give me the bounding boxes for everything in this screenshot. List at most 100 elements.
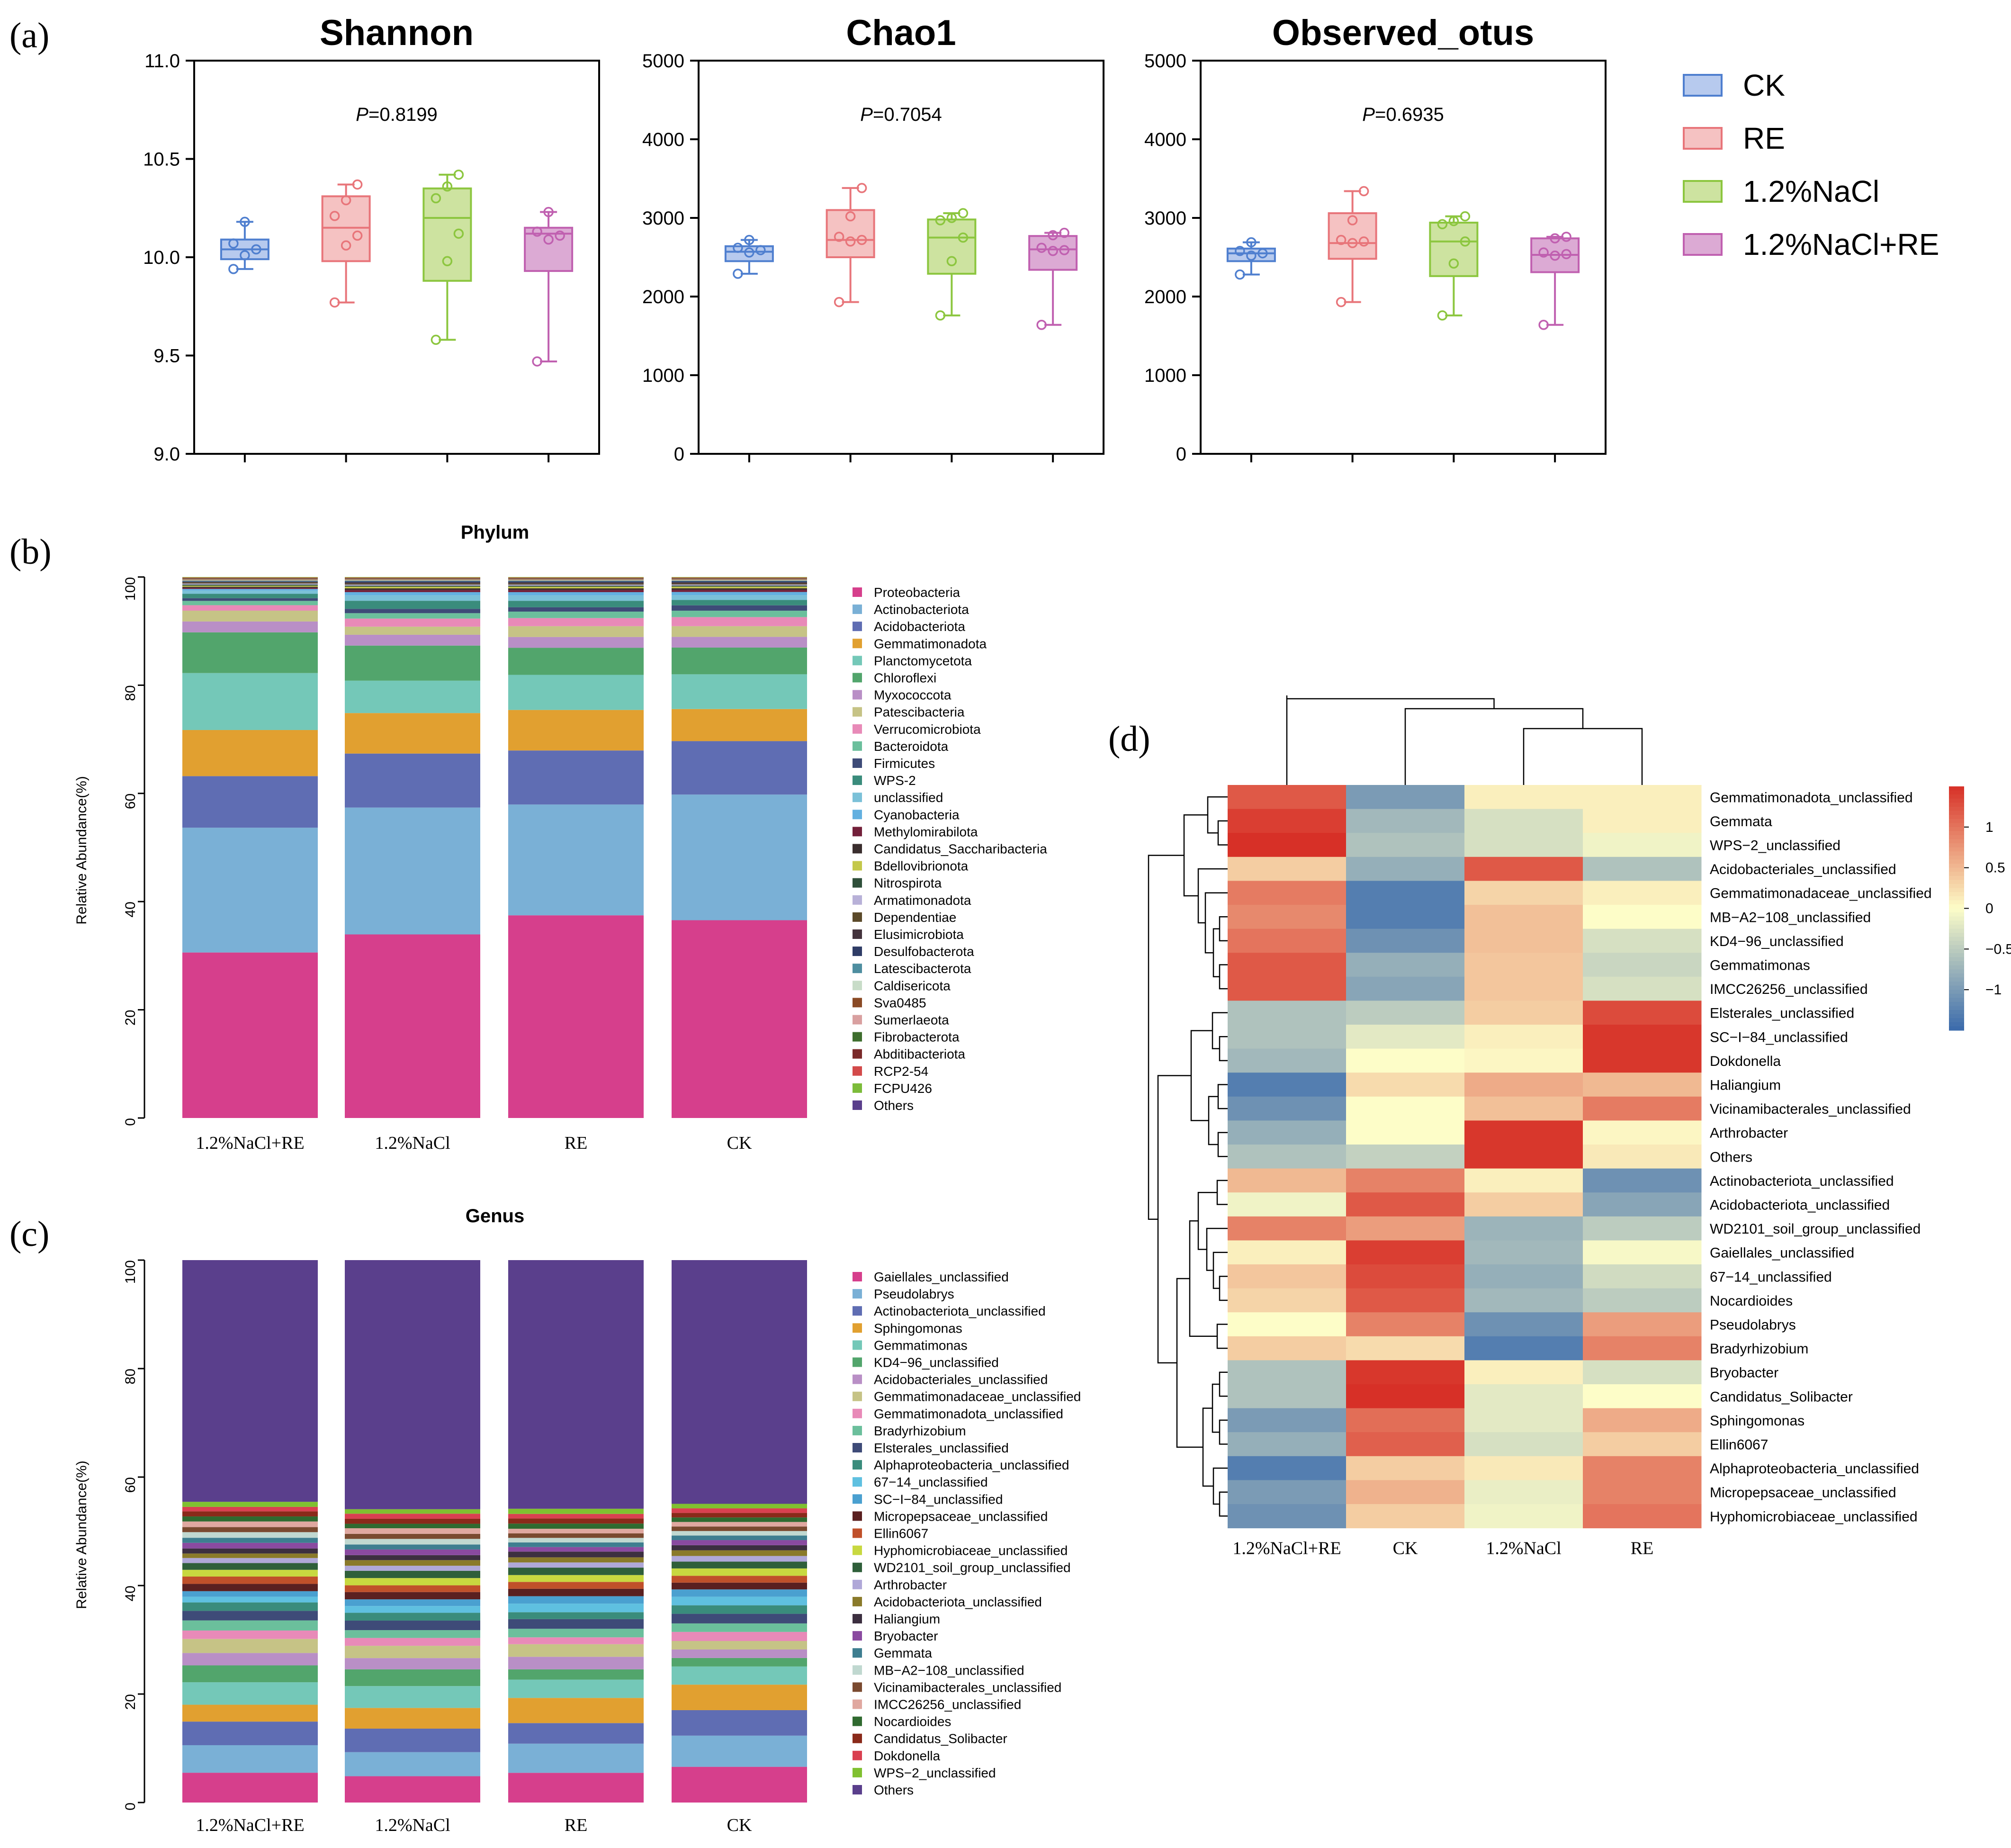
heatmap-cell <box>1464 1360 1583 1385</box>
bar-segment <box>672 579 807 580</box>
legend-label: Acidobacteriales_unclassified <box>874 1372 1048 1387</box>
bar-segment <box>182 611 318 622</box>
colorbar-segment <box>1949 1014 1964 1019</box>
bar-segment <box>182 583 318 585</box>
bar-segment <box>672 709 807 741</box>
bar-segment <box>182 1704 318 1722</box>
bar-segment <box>345 1528 480 1534</box>
colorbar-segment <box>1949 920 1964 925</box>
colorbar-tick-label: −0.5 <box>1985 941 2011 957</box>
bar-segment <box>345 1686 480 1708</box>
legend-swatch <box>853 1049 862 1059</box>
heatmap-cell <box>1464 833 1583 857</box>
legend-swatch <box>853 775 862 785</box>
y-tick-label: 80 <box>123 1369 138 1384</box>
legend-label: Armatimonadota <box>874 893 971 908</box>
legend-swatch <box>853 1323 862 1333</box>
row-label: WPS−2_unclassified <box>1710 838 1840 854</box>
colorbar-segment <box>1949 855 1964 860</box>
heatmap-cell <box>1464 1145 1583 1169</box>
legend-label: CK <box>1743 68 1785 102</box>
y-tick-label: 20 <box>123 1694 138 1710</box>
heatmap-cell <box>1228 1432 1347 1457</box>
colorbar-segment <box>1949 916 1964 921</box>
bar-segment <box>182 1511 318 1517</box>
heatmap-cell <box>1228 1168 1347 1193</box>
colorbar-segment <box>1949 867 1964 872</box>
legend-label: Bacteroidota <box>874 739 949 754</box>
bar-segment <box>345 609 480 613</box>
legend-swatch <box>853 1374 862 1384</box>
legend-swatch-re <box>1683 127 1723 150</box>
heatmap-cell <box>1464 1120 1583 1145</box>
heatmap-cell <box>1346 929 1465 953</box>
row-label: Alphaproteobacteria_unclassified <box>1710 1461 1919 1477</box>
bar-segment <box>345 1560 480 1566</box>
chart-title: Shannon <box>320 13 474 53</box>
legend-swatch <box>853 1460 862 1470</box>
p-symbol: P <box>356 104 368 125</box>
box-ck <box>220 216 269 462</box>
legend-swatch <box>853 1340 862 1350</box>
bar-segment <box>672 1531 807 1536</box>
colorbar-segment <box>1949 892 1964 897</box>
bar-segment <box>672 584 807 586</box>
p-number: =0.7054 <box>873 104 942 125</box>
legend-label: FCPU426 <box>874 1081 932 1096</box>
heatmap-cell <box>1583 1192 1702 1217</box>
heatmap-cell <box>1583 1384 1702 1409</box>
bar-segment <box>345 934 480 1118</box>
bar-segment <box>182 1773 318 1803</box>
data-point <box>1235 245 1245 256</box>
bar-segment <box>182 1527 318 1532</box>
colorbar-segment <box>1949 929 1964 933</box>
heatmap-cell <box>1228 1096 1347 1121</box>
heatmap-cell <box>1228 1048 1347 1073</box>
heatmap-cell <box>1464 905 1583 929</box>
bar-segment <box>672 1540 807 1545</box>
row-label: Gaiellales_unclassified <box>1710 1245 1854 1261</box>
heatmap-cell <box>1228 785 1347 810</box>
bar-segment <box>672 1710 807 1736</box>
legend-swatch <box>853 1425 862 1435</box>
bar-segment <box>672 1589 807 1597</box>
panel-a-legend: CK RE 1.2%NaCl 1.2%NaCl+RE <box>1683 68 1939 261</box>
row-label: KD4−96_unclassified <box>1710 934 1844 949</box>
data-point <box>329 297 340 308</box>
colorbar-segment <box>1949 1006 1964 1010</box>
legend-label: Ellin6067 <box>874 1526 928 1541</box>
bar-segment <box>508 1518 644 1524</box>
bar-segment <box>508 607 644 612</box>
legend-swatch <box>853 1699 862 1709</box>
legend-swatch <box>853 587 862 597</box>
heatmap-cell <box>1464 1168 1583 1193</box>
bar-segment <box>672 592 807 595</box>
heatmap-cell <box>1346 1001 1465 1025</box>
bar-segment <box>508 1508 644 1514</box>
bar-segment <box>182 632 318 673</box>
bar-segment <box>182 673 318 730</box>
legend-swatch <box>853 929 862 939</box>
boxplot-observed_otus: Observed_otus P=0.6935 0 1000 2000 3000 4000 50… <box>1144 13 1607 465</box>
box-nacl <box>927 208 977 462</box>
heatmap-cell <box>1228 1120 1347 1145</box>
bar-segment <box>508 578 644 579</box>
bar-segment <box>345 1533 480 1539</box>
bar-segment <box>672 1550 807 1556</box>
bar-segment <box>672 581 807 583</box>
data-point <box>1460 211 1471 222</box>
p-symbol: P <box>860 104 873 125</box>
data-point <box>251 244 261 255</box>
data-point <box>935 215 946 225</box>
legend-label: Bradyrhizobium <box>874 1424 966 1438</box>
data-point <box>1561 232 1571 242</box>
p-value: P=0.6935 <box>1362 104 1444 125</box>
heatmap-cell <box>1346 1432 1465 1457</box>
bar-segment <box>508 586 644 588</box>
bar-segment <box>672 588 807 590</box>
y-tick-label: 9.0 <box>153 444 180 465</box>
heatmap-cell <box>1228 1145 1347 1169</box>
colorbar-segment <box>1949 819 1964 823</box>
bar-segment <box>672 611 807 617</box>
heatmap-cell <box>1464 1264 1583 1289</box>
